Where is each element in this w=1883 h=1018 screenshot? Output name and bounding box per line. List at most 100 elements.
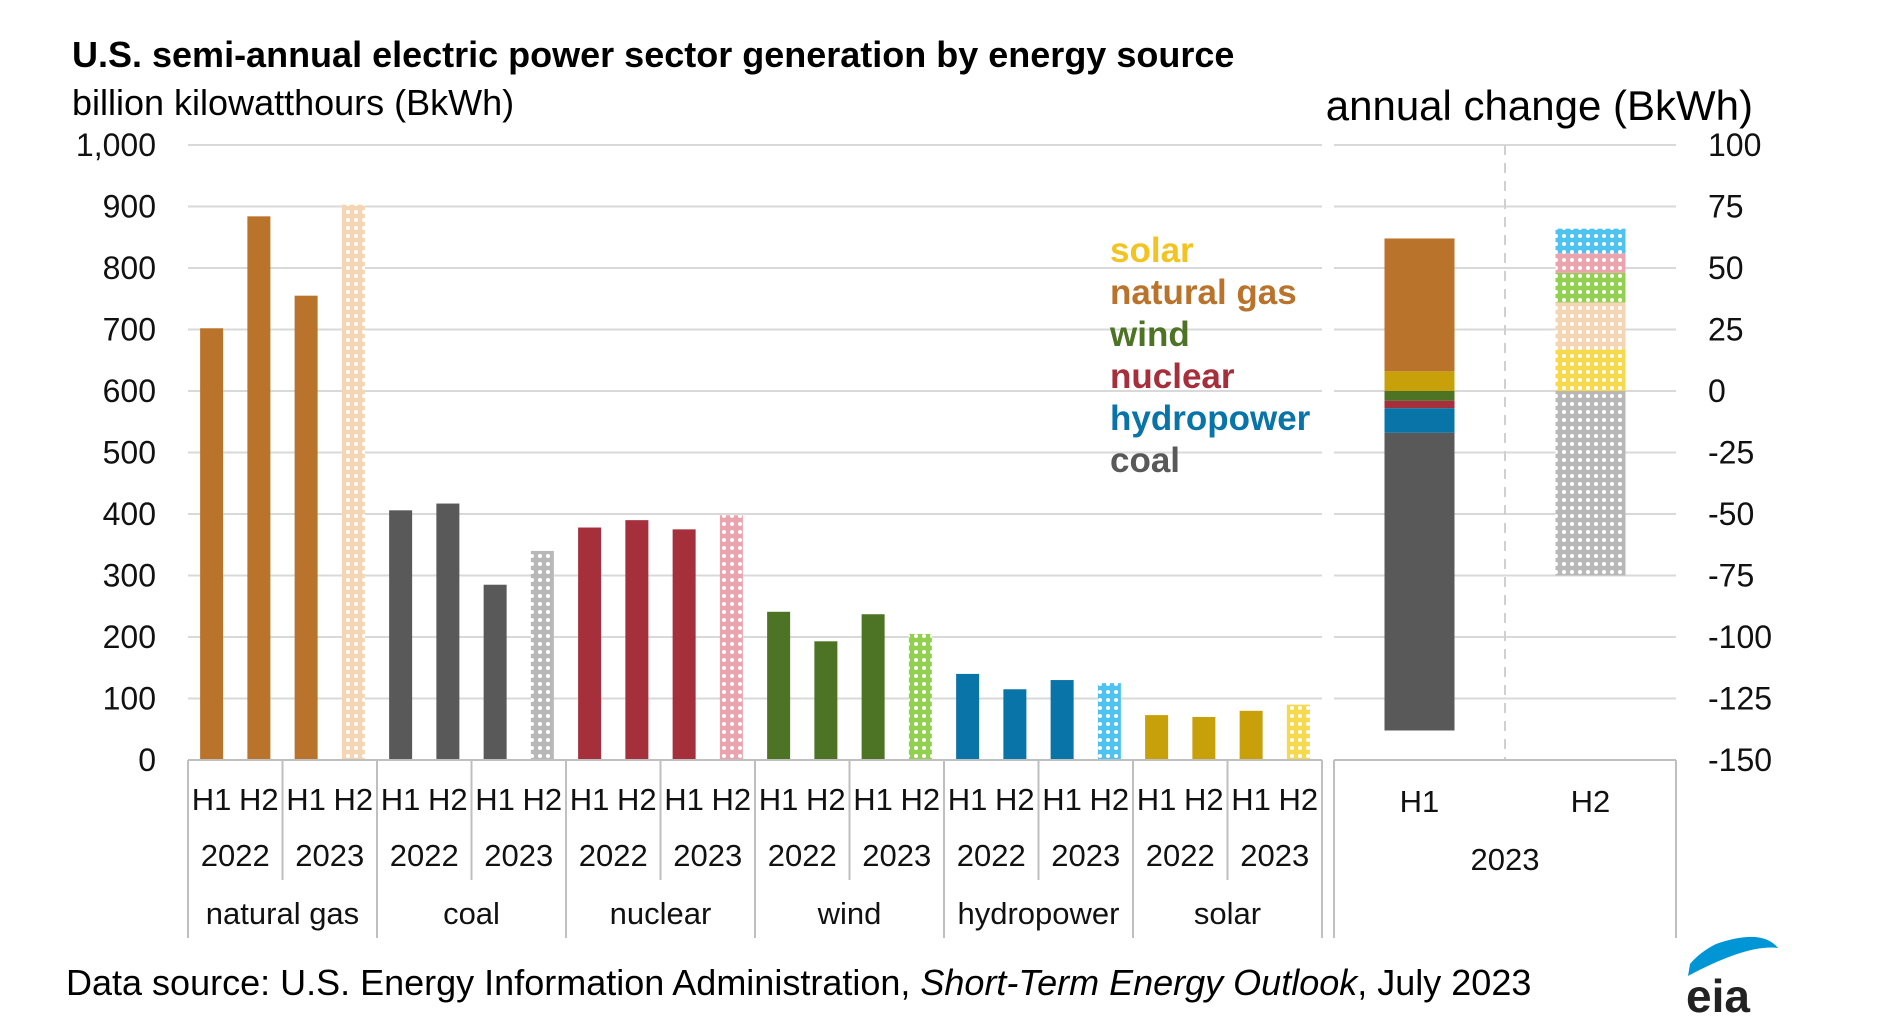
right-y-tick: -25 — [1708, 435, 1754, 471]
year-label: 2023 — [484, 838, 553, 873]
bar-hydropower-2023-h1 — [1050, 680, 1074, 760]
right-y-tick: -100 — [1708, 619, 1772, 655]
right-y-tick: -50 — [1708, 496, 1754, 532]
bar-coal-2022-h2 — [436, 503, 460, 760]
half-label: H2 — [334, 782, 374, 817]
group-label-hydropower: hydropower — [958, 896, 1120, 931]
half-label: H1 — [948, 782, 988, 817]
right-half-label: H2 — [1571, 784, 1611, 819]
half-label: H1 — [475, 782, 515, 817]
half-label: H1 — [570, 782, 610, 817]
bar-nuclear-2023-h2 — [719, 515, 743, 760]
eia-logo: eia — [1686, 936, 1778, 1018]
source-prefix: Data source: U.S. Energy Information Adm… — [66, 962, 921, 1003]
right-half-label: H1 — [1400, 784, 1440, 819]
left-y-tick: 100 — [103, 681, 156, 717]
left-y-tick: 300 — [103, 558, 156, 594]
bar-wind-2022-h2 — [814, 641, 838, 760]
year-label: 2022 — [579, 838, 648, 873]
change-bar-nuclear-h2 — [1555, 253, 1626, 273]
bar-natural-gas-2022-h1 — [200, 328, 224, 760]
bar-wind-2022-h1 — [767, 611, 791, 760]
bar-natural-gas-2022-h2 — [247, 216, 271, 761]
left-y-tick: 0 — [138, 742, 156, 778]
bar-solar-2023-h1 — [1239, 710, 1263, 760]
year-label: 2022 — [768, 838, 837, 873]
bar-nuclear-2022-h2 — [625, 520, 649, 760]
group-label-solar: solar — [1194, 896, 1261, 931]
source-report: Short-Term Energy Outlook — [920, 962, 1358, 1003]
change-bar-natural-gas-h1 — [1384, 238, 1455, 372]
left-y-tick: 200 — [103, 619, 156, 655]
data-source: Data source: U.S. Energy Information Adm… — [66, 962, 1531, 1004]
half-label: H1 — [192, 782, 232, 817]
right-category-axis: H1 H2 2023 — [1333, 759, 1677, 938]
half-label: H1 — [664, 782, 704, 817]
year-label: 2023 — [673, 838, 742, 873]
left-y-tick: 1,000 — [76, 127, 156, 163]
half-label: H1 — [1231, 782, 1271, 817]
right-y-tick: 25 — [1708, 312, 1744, 348]
group-label-natural-gas: natural gas — [206, 896, 359, 931]
change-bar-hydropower-h2 — [1555, 228, 1626, 254]
bar-solar-2022-h1 — [1145, 715, 1169, 760]
bar-natural-gas-2023-h2 — [341, 204, 365, 760]
bar-wind-2023-h2 — [908, 633, 932, 760]
half-label: H2 — [523, 782, 563, 817]
half-label: H1 — [1137, 782, 1177, 817]
right-y-tick: 0 — [1708, 373, 1726, 409]
chart-title: U.S. semi-annual electric power sector g… — [72, 34, 1235, 75]
bar-solar-2023-h2 — [1286, 704, 1310, 760]
right-y-tick: -150 — [1708, 742, 1772, 778]
left-y-tick: 500 — [103, 435, 156, 471]
bar-solar-2022-h2 — [1192, 716, 1216, 760]
right-y-tick: 100 — [1708, 127, 1761, 163]
change-bars — [1384, 228, 1626, 731]
half-label: H2 — [806, 782, 846, 817]
year-label: 2022 — [1146, 838, 1215, 873]
half-label: H1 — [759, 782, 799, 817]
half-label: H2 — [428, 782, 468, 817]
legend-solar: solar — [1110, 231, 1194, 270]
left-y-tick: 900 — [103, 189, 156, 225]
left-y-tick: 800 — [103, 250, 156, 286]
group-label-wind: wind — [817, 896, 882, 931]
right-y-tick: 75 — [1708, 189, 1744, 225]
left-gridlines — [188, 144, 1322, 761]
right-y-tick: -75 — [1708, 558, 1754, 594]
left-y-tick-labels: 0 100 200 300 400 500 600 700 800 900 1,000 — [76, 127, 156, 778]
legend-nuclear: nuclear — [1110, 357, 1235, 396]
generation-bars — [200, 204, 1310, 761]
year-label: 2023 — [862, 838, 931, 873]
left-axis-units: billion kilowatthours (BkWh) — [72, 82, 515, 123]
group-label-nuclear: nuclear — [610, 896, 712, 931]
half-label: H2 — [1090, 782, 1130, 817]
bar-hydropower-2023-h2 — [1097, 683, 1121, 760]
left-y-tick: 400 — [103, 496, 156, 532]
half-label: H1 — [1042, 782, 1082, 817]
year-label: 2022 — [957, 838, 1026, 873]
change-bar-nuclear-h1 — [1384, 400, 1455, 409]
source-suffix: , July 2023 — [1357, 962, 1532, 1003]
half-label: H1 — [381, 782, 421, 817]
change-bar-natural-gas-h2 — [1555, 302, 1626, 350]
right-y-tick-labels: 100 75 50 25 0 -25 -50 -75 -100 -125 -150 — [1708, 127, 1772, 778]
year-label: 2022 — [201, 838, 270, 873]
legend-wind: wind — [1109, 315, 1190, 354]
change-bar-wind-h2 — [1555, 272, 1626, 303]
bar-wind-2023-h1 — [861, 614, 885, 760]
year-label: 2022 — [390, 838, 459, 873]
change-bar-solar-h2 — [1555, 349, 1626, 391]
bar-hydropower-2022-h1 — [956, 673, 980, 760]
half-label: H2 — [617, 782, 657, 817]
right-y-tick: 50 — [1708, 250, 1744, 286]
bar-hydropower-2022-h2 — [1003, 689, 1027, 760]
half-label: H1 — [853, 782, 893, 817]
change-bar-coal-h1 — [1384, 432, 1455, 731]
bar-natural-gas-2023-h1 — [294, 295, 318, 760]
legend-natural-gas: natural gas — [1110, 273, 1297, 312]
year-label: 2023 — [1240, 838, 1309, 873]
